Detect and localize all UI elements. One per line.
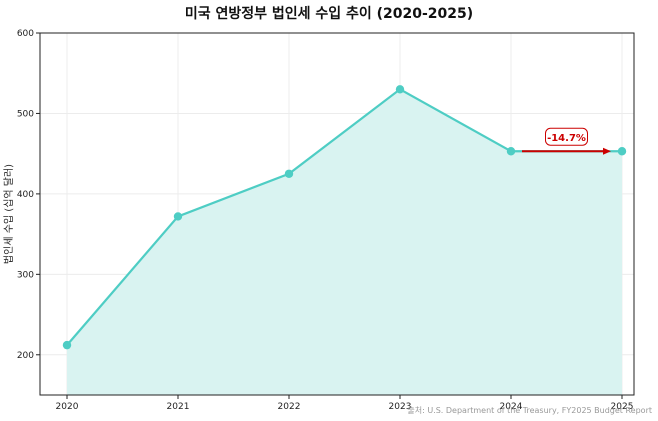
y-tick-label: 500 (17, 109, 34, 119)
change-annotation: -14.7% (522, 127, 611, 155)
x-tick-label: 2025 (611, 402, 634, 412)
source-note: 출처: U.S. Department of the Treasury, FY2… (407, 405, 652, 415)
annotation-label: -14.7% (547, 133, 586, 144)
chart-title: 미국 연방정부 법인세 수입 추이 (2020-2025) (185, 5, 473, 22)
x-tick-label: 2023 (389, 402, 412, 412)
x-tick-label: 2024 (500, 402, 523, 412)
annotation-label-box (545, 127, 588, 146)
y-axis-label: 법인세 수입 (십억 달러) (2, 164, 15, 264)
data-point (173, 212, 183, 221)
data-point (506, 147, 516, 156)
x-tick-label: 2020 (56, 402, 79, 412)
x-axis-ticks: 2020 2021 2022 2023 2024 2025 (56, 395, 634, 412)
data-point (395, 85, 405, 94)
data-point (617, 147, 627, 156)
annotation-arrow-head (603, 147, 611, 155)
plot-frame (39, 32, 635, 396)
data-point (62, 340, 72, 350)
y-tick-label: 600 (17, 29, 34, 39)
y-tick-label: 300 (17, 270, 34, 280)
x-tick-label: 2021 (167, 402, 190, 412)
data-points (62, 85, 627, 350)
data-point (284, 169, 294, 178)
y-axis-ticks: 200 300 400 500 600 (17, 29, 40, 361)
x-tick-label: 2022 (278, 402, 301, 412)
series-area-fill (67, 89, 622, 396)
y-tick-label: 200 (17, 351, 34, 361)
y-tick-label: 400 (17, 190, 34, 200)
